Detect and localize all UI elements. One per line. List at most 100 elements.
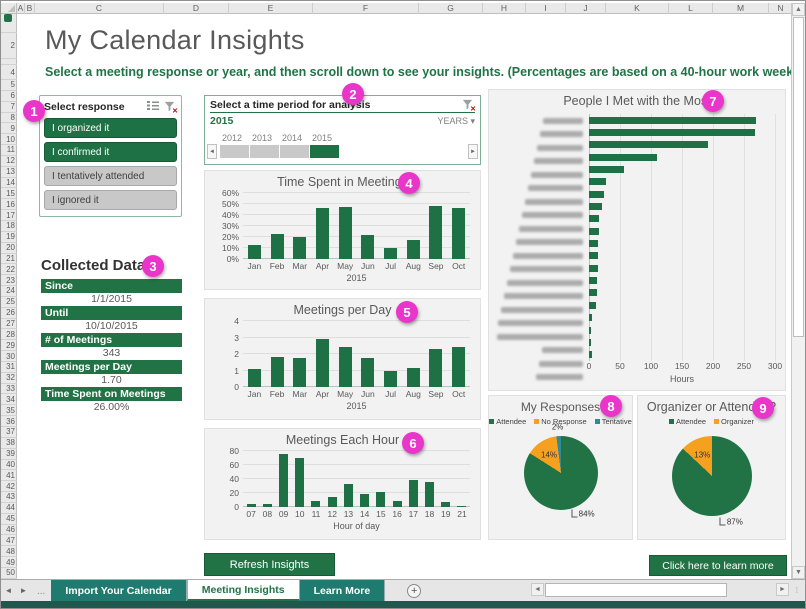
row-header-2[interactable]: 2 [1, 33, 17, 59]
column-header-B[interactable]: B [25, 3, 35, 14]
row-header-25[interactable]: 25 [1, 297, 17, 308]
tab-scroll-left-icon[interactable]: ◄ [4, 586, 13, 595]
timeline-year-tile[interactable] [250, 145, 279, 158]
scroll-right-icon[interactable]: ► [776, 583, 789, 596]
vertical-scrollbar[interactable]: ▲ ▼ [791, 3, 805, 579]
row-header-13[interactable]: 13 [1, 167, 17, 178]
row-header-15[interactable]: 15 [1, 188, 17, 200]
column-header-H[interactable]: H [483, 3, 526, 14]
row-header-16[interactable]: 16 [1, 199, 17, 211]
row-header-7[interactable]: 7 [1, 102, 17, 113]
row-header-5[interactable]: 5 [1, 80, 17, 91]
multi-select-icon[interactable] [147, 100, 159, 114]
row-header-36[interactable]: 36 [1, 416, 17, 427]
slicer-item[interactable]: I ignored it [44, 190, 177, 210]
row-header-10[interactable]: 10 [1, 134, 17, 146]
row-header-4[interactable]: 4 [1, 65, 17, 80]
row-header-48[interactable]: 48 [1, 546, 17, 558]
horizontal-scrollbar-thumb[interactable] [545, 583, 727, 597]
row-header-38[interactable]: 38 [1, 438, 17, 449]
scroll-left-icon[interactable]: ◄ [531, 583, 544, 596]
column-header-M[interactable]: M [713, 3, 769, 14]
row-header-19[interactable]: 19 [1, 232, 17, 243]
row-header-23[interactable]: 23 [1, 275, 17, 287]
row-header-21[interactable]: 21 [1, 254, 17, 265]
column-header-F[interactable]: F [313, 3, 419, 14]
select-all-corner[interactable] [1, 3, 17, 14]
row-header-46[interactable]: 46 [1, 525, 17, 536]
column-header-I[interactable]: I [526, 3, 566, 14]
row-header-27[interactable]: 27 [1, 319, 17, 330]
row-header-28[interactable]: 28 [1, 329, 17, 341]
row-header-47[interactable]: 47 [1, 535, 17, 547]
row-header-14[interactable]: 14 [1, 178, 17, 189]
row-header-6[interactable]: 6 [1, 91, 17, 102]
column-header-A[interactable]: A [17, 3, 25, 14]
row-header-39[interactable]: 39 [1, 449, 17, 460]
new-sheet-icon[interactable]: + [407, 583, 422, 598]
column-header-G[interactable]: G [419, 3, 483, 14]
row-header-34[interactable]: 34 [1, 394, 17, 406]
sheet-tab-meeting-insights[interactable]: Meeting Insights [186, 580, 300, 601]
row-header-45[interactable]: 45 [1, 514, 17, 525]
row-header-24[interactable]: 24 [1, 286, 17, 297]
row-header-29[interactable]: 29 [1, 340, 17, 352]
tab-scroll-right-icon[interactable]: ► [19, 586, 28, 595]
row-header-17[interactable]: 17 [1, 210, 17, 221]
row-header-30[interactable]: 30 [1, 351, 17, 362]
column-header-C[interactable]: C [35, 3, 164, 14]
timeline-year-tile[interactable] [220, 145, 249, 158]
vertical-scrollbar-thumb[interactable] [793, 17, 804, 337]
row-header-42[interactable]: 42 [1, 481, 17, 493]
row-header-40[interactable]: 40 [1, 460, 17, 471]
column-header-J[interactable]: J [566, 3, 606, 14]
row-header-blank[interactable] [1, 14, 17, 33]
column-header-D[interactable]: D [164, 3, 229, 14]
tab-overflow-ellipsis[interactable]: ... [37, 586, 46, 597]
row-header-37[interactable]: 37 [1, 427, 17, 438]
row-header-20[interactable]: 20 [1, 243, 17, 254]
slicer-item[interactable]: I tentatively attended [44, 166, 177, 186]
sheet-tab-learn-more[interactable]: Learn More [299, 580, 386, 601]
row-header-31[interactable]: 31 [1, 362, 17, 373]
row-header-11[interactable]: 11 [1, 145, 17, 156]
redacted-name [522, 212, 583, 219]
scroll-down-icon[interactable]: ▼ [792, 566, 805, 579]
timeline-clear-filter-icon[interactable]: ✕ [462, 99, 476, 113]
slicer-item[interactable]: I organized it [44, 118, 177, 138]
clear-filter-icon[interactable]: ✕ [164, 101, 178, 115]
row-header-44[interactable]: 44 [1, 503, 17, 514]
row-header-32[interactable]: 32 [1, 373, 17, 384]
learn-more-button[interactable]: Click here to learn more [649, 555, 787, 576]
row-header-41[interactable]: 41 [1, 470, 17, 482]
row-header-22[interactable]: 22 [1, 264, 17, 276]
timeline-scroll-left[interactable]: ◄ [207, 144, 217, 159]
column-header-K[interactable]: K [606, 3, 669, 14]
column-header-E[interactable]: E [229, 3, 313, 14]
pie: 87% 13% [671, 436, 752, 526]
row-header-49[interactable]: 49 [1, 557, 17, 568]
timeline-year-tile[interactable] [310, 145, 339, 158]
row-header-26[interactable]: 26 [1, 308, 17, 319]
slicer-item[interactable]: I confirmed it [44, 142, 177, 162]
row-header-9[interactable]: 9 [1, 123, 17, 135]
column-header-L[interactable]: L [669, 3, 713, 14]
sheet-tab-import-your-calendar[interactable]: Import Your Calendar [51, 580, 187, 601]
row-header-50[interactable]: 50 [1, 568, 17, 579]
row-header-blank[interactable] [1, 59, 17, 65]
row-header-43[interactable]: 43 [1, 492, 17, 503]
horizontal-scrollbar[interactable]: ◄ ► [531, 582, 789, 599]
row-header-18[interactable]: 18 [1, 221, 17, 232]
row-header-12[interactable]: 12 [1, 156, 17, 167]
timeline-year-tile[interactable] [280, 145, 309, 158]
row-header-33[interactable]: 33 [1, 384, 17, 395]
row-header-8[interactable]: 8 [1, 113, 17, 124]
timeline-level-dropdown[interactable]: YEARS ▾ [437, 115, 475, 126]
refresh-insights-button[interactable]: Refresh Insights [204, 553, 335, 576]
tab-splitter-handle[interactable]: ⁞ [795, 586, 799, 595]
timeline-scroll-right[interactable]: ► [468, 144, 478, 159]
row-header-35[interactable]: 35 [1, 405, 17, 417]
bar-column [243, 451, 259, 507]
scroll-up-icon[interactable]: ▲ [792, 3, 805, 16]
column-header-N[interactable]: N [769, 3, 793, 14]
